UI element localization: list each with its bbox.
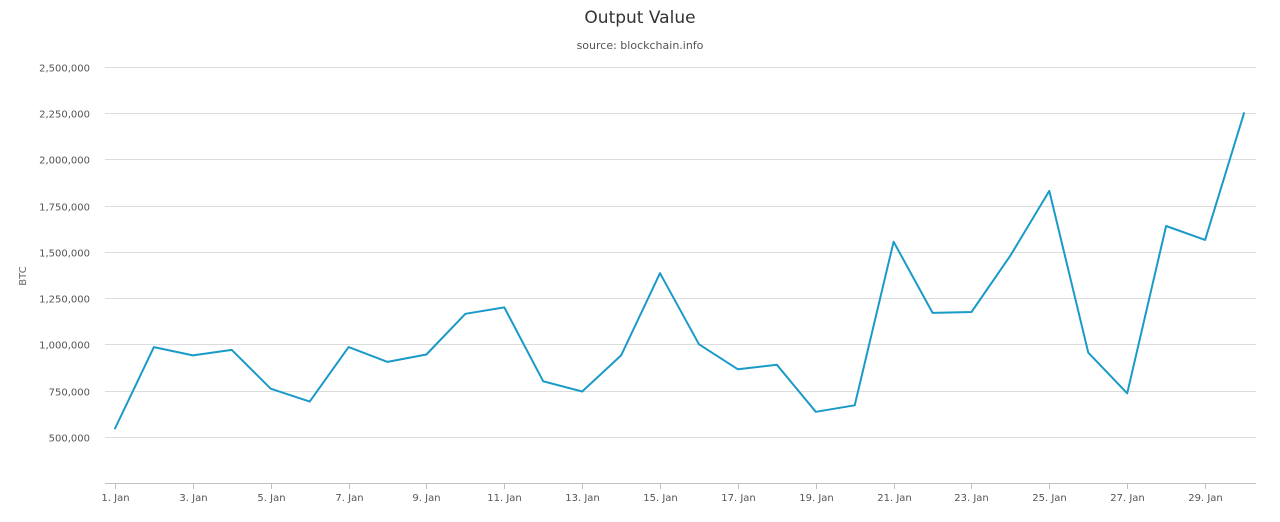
y-tick-label: 1,000,000	[39, 341, 90, 352]
y-tick-label: 1,500,000	[39, 249, 90, 260]
x-tick-labels: 1. Jan 3. Jan 5. Jan 7. Jan 9. Jan 11. Jan 13.…	[101, 483, 1223, 504]
series-layer	[112, 110, 1247, 432]
data-point[interactable]	[774, 362, 780, 368]
data-point[interactable]	[385, 359, 391, 365]
x-tick-label: 19. Jan	[799, 493, 834, 504]
data-point[interactable]	[501, 304, 507, 310]
x-tick-label: 1. Jan	[101, 493, 129, 504]
data-point[interactable]	[657, 270, 663, 276]
data-point[interactable]	[930, 310, 936, 316]
data-point[interactable]	[852, 402, 858, 408]
x-tick-label: 23. Jan	[954, 493, 989, 504]
data-point[interactable]	[190, 352, 196, 358]
y-tick-label: 500,000	[49, 434, 90, 445]
x-tick-label: 21. Jan	[877, 493, 912, 504]
data-point[interactable]	[735, 366, 741, 372]
grid-layer	[105, 67, 1256, 484]
x-tick-label: 9. Jan	[412, 493, 440, 504]
x-tick-label: 7. Jan	[335, 493, 363, 504]
x-tick-label: 11. Jan	[487, 493, 522, 504]
data-point[interactable]	[1241, 110, 1247, 116]
x-tick-label: 5. Jan	[257, 493, 285, 504]
data-point[interactable]	[229, 347, 235, 353]
data-point[interactable]	[268, 386, 274, 392]
y-tick-label: 2,250,000	[39, 110, 90, 121]
x-tick-label: 27. Jan	[1110, 493, 1145, 504]
data-point[interactable]	[813, 409, 819, 415]
y-tick-labels: 500,000 750,000 1,000,000 1,250,000 1,500,00…	[39, 64, 90, 445]
data-point[interactable]	[1007, 253, 1013, 259]
x-tick-label: 13. Jan	[565, 493, 600, 504]
x-tick-label: 29. Jan	[1188, 493, 1223, 504]
data-point[interactable]	[891, 239, 897, 245]
data-point[interactable]	[423, 352, 429, 358]
y-tick-label: 1,750,000	[39, 203, 90, 214]
y-tick-label: 2,500,000	[39, 64, 90, 75]
x-tick-label: 15. Jan	[643, 493, 678, 504]
y-axis-title: BTC	[18, 266, 29, 285]
series-line	[114, 112, 1245, 430]
data-point[interactable]	[579, 389, 585, 395]
chart-subtitle: source: blockchain.info	[577, 39, 704, 52]
y-tick-label: 750,000	[49, 388, 90, 399]
data-point[interactable]	[969, 309, 975, 315]
y-tick-label: 2,000,000	[39, 156, 90, 167]
x-tick-label: 3. Jan	[179, 493, 207, 504]
data-point[interactable]	[112, 426, 118, 432]
data-point[interactable]	[1124, 390, 1130, 396]
data-point[interactable]	[540, 378, 546, 384]
chart-title: Output Value	[584, 8, 695, 28]
data-point[interactable]	[1163, 223, 1169, 229]
data-point[interactable]	[1046, 188, 1052, 194]
data-point[interactable]	[151, 344, 157, 350]
x-tick-label: 17. Jan	[721, 493, 756, 504]
data-point[interactable]	[1085, 350, 1091, 356]
data-point[interactable]	[696, 341, 702, 347]
data-point[interactable]	[618, 352, 624, 358]
data-point[interactable]	[462, 311, 468, 317]
data-point[interactable]	[307, 399, 313, 405]
data-point[interactable]	[1202, 237, 1208, 243]
data-point[interactable]	[346, 344, 352, 350]
y-tick-label: 1,250,000	[39, 295, 90, 306]
x-tick-label: 25. Jan	[1032, 493, 1067, 504]
